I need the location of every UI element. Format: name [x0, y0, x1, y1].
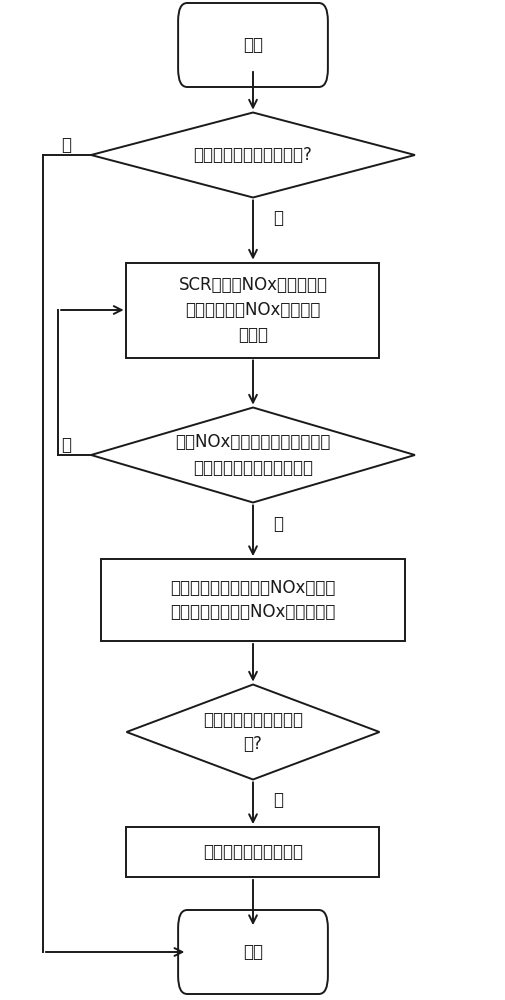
Text: 是: 是 — [273, 792, 283, 810]
Text: 判断使能条件是否都满足?: 判断使能条件是否都满足? — [193, 146, 312, 164]
Text: 报出尿素浓度过低故障: 报出尿素浓度过低故障 — [203, 843, 302, 861]
Text: 结束: 结束 — [242, 943, 263, 961]
Polygon shape — [91, 408, 414, 502]
Bar — [101, 559, 404, 641]
FancyBboxPatch shape — [178, 3, 327, 87]
FancyBboxPatch shape — [178, 910, 327, 994]
Text: 上游NOx质量流量累积值超过设
定值并且经过设定时间值？: 上游NOx质量流量累积值超过设 定值并且经过设定时间值？ — [175, 434, 330, 477]
Polygon shape — [126, 684, 379, 780]
Text: 否: 否 — [61, 436, 71, 454]
Text: SCR上下游NOx质量流量积
分计算；下游NOx模型值积
分计算: SCR上下游NOx质量流量积 分计算；下游NOx模型值积 分计算 — [178, 276, 327, 344]
Text: 否: 否 — [61, 136, 71, 154]
Text: 是: 是 — [273, 210, 283, 228]
Text: 积分差值是否大于设定
值?: 积分差值是否大于设定 值? — [203, 710, 302, 754]
Polygon shape — [91, 112, 414, 198]
Text: 是: 是 — [273, 514, 283, 532]
Bar — [126, 262, 379, 358]
Text: 开始: 开始 — [242, 36, 263, 54]
Text: 计算传感器测量的下游NOx积分值
与模型计算的下游NOx积分值差值: 计算传感器测量的下游NOx积分值 与模型计算的下游NOx积分值差值 — [170, 578, 335, 621]
Bar — [126, 827, 379, 877]
